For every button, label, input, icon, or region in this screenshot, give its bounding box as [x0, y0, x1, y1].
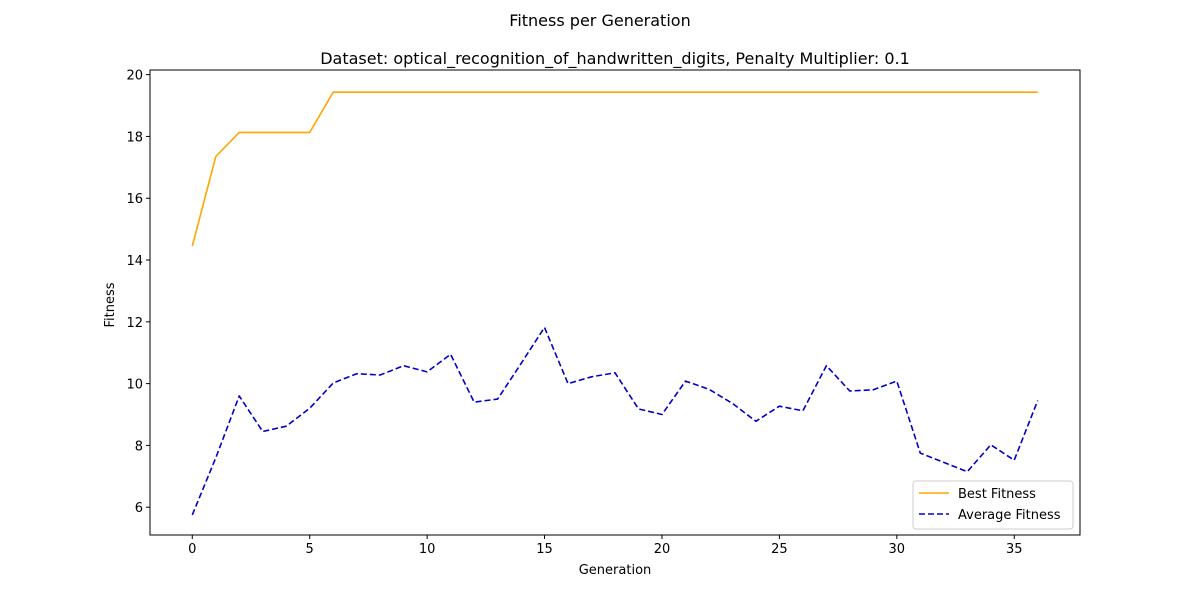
plot-area: 0 5 10 15 20 25 30 35 6 8 10 12 14 16 18 20 [126, 69, 1081, 557]
legend: Best Fitness Average Fitness [912, 480, 1074, 530]
y-tick-label: 10 [126, 378, 143, 393]
legend-box [912, 480, 1074, 530]
y-tick-label: 20 [126, 69, 143, 84]
series-line-average-fitness [191, 326, 1039, 516]
y-tick-label: 16 [126, 192, 143, 207]
x-tick-label: 0 [188, 542, 196, 557]
legend-label-average-fitness: Average Fitness [958, 508, 1061, 523]
axes-frame [149, 69, 1081, 536]
y-tick-label: 14 [126, 254, 143, 269]
x-tick-label: 30 [889, 542, 906, 557]
y-tick-label: 6 [135, 501, 143, 516]
x-tick-label: 5 [306, 542, 314, 557]
series-line-best-fitness [191, 91, 1038, 247]
legend-label-best-fitness: Best Fitness [958, 487, 1036, 502]
x-tick-label: 25 [771, 542, 788, 557]
y-tick-label: 18 [126, 130, 143, 145]
x-tick-label: 35 [1006, 542, 1023, 557]
y-axis-label: Fitness [103, 282, 118, 327]
chart-title: Dataset: optical_recognition_of_handwrit… [320, 49, 910, 69]
x-axis-label: Generation [579, 563, 652, 578]
x-tick-label: 20 [654, 542, 671, 557]
y-tick-label: 12 [126, 316, 143, 331]
x-tick-label: 10 [419, 542, 436, 557]
y-tick-label: 8 [135, 439, 143, 454]
x-tick-label: 15 [536, 542, 553, 557]
figure-suptitle: Fitness per Generation [509, 11, 690, 30]
